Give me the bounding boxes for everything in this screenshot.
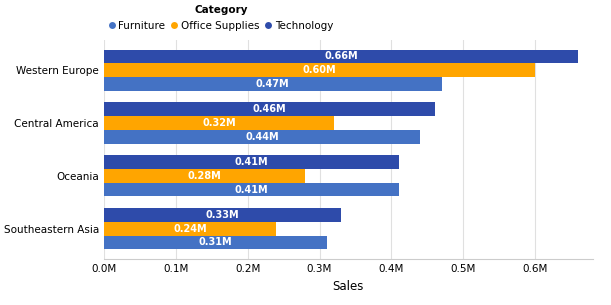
Bar (104, 155, 398, 169)
Bar (104, 77, 442, 91)
Text: 0.24M: 0.24M (174, 224, 207, 234)
Bar (104, 235, 327, 249)
Bar (104, 102, 434, 116)
Text: 0.46M: 0.46M (252, 104, 286, 114)
Text: 0.66M: 0.66M (324, 52, 358, 62)
Text: 0.44M: 0.44M (245, 132, 279, 142)
Text: 0.31M: 0.31M (199, 237, 232, 247)
Bar (104, 222, 276, 235)
Text: 0.60M: 0.60M (302, 65, 336, 75)
Bar (104, 183, 398, 196)
Legend: Furniture, Office Supplies, Technology: Furniture, Office Supplies, Technology (109, 5, 334, 30)
Bar (104, 208, 341, 222)
Text: 0.47M: 0.47M (256, 79, 290, 89)
Bar (104, 169, 305, 183)
Bar (104, 116, 334, 130)
Bar (104, 50, 578, 63)
Text: 0.41M: 0.41M (235, 157, 268, 167)
Text: 0.33M: 0.33M (206, 210, 240, 220)
Text: 0.32M: 0.32M (202, 118, 236, 128)
Text: 0.41M: 0.41M (235, 185, 268, 195)
Bar (104, 63, 535, 77)
X-axis label: Sales: Sales (332, 280, 364, 293)
Bar (104, 130, 420, 144)
Text: 0.28M: 0.28M (188, 171, 221, 181)
